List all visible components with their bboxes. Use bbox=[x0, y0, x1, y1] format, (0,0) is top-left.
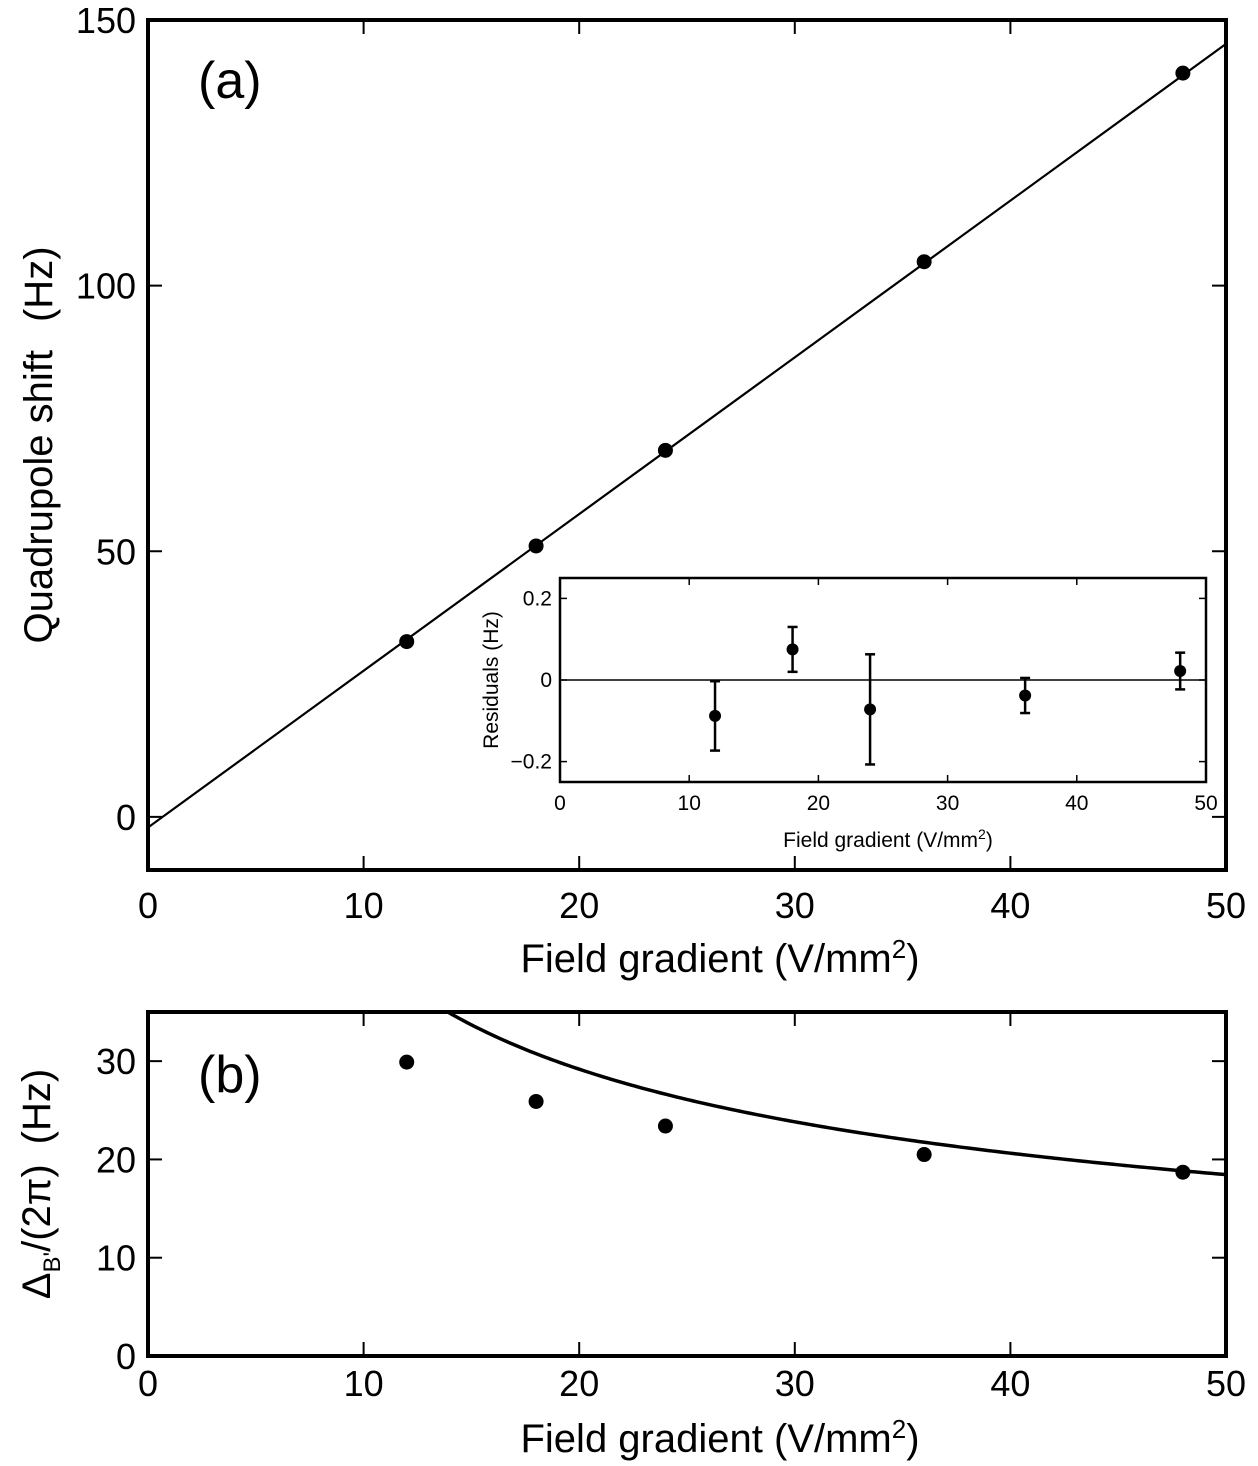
panel-a-label: (a) bbox=[198, 52, 262, 110]
panel-a-data-point bbox=[528, 538, 544, 554]
inset-xlabel: Field gradient (V/mm2) bbox=[783, 826, 993, 852]
panel-a-xtick-label: 40 bbox=[990, 885, 1030, 926]
panel-b-marks: 0 10 20 30 40 50 0 10 20 30 bbox=[96, 1010, 1246, 1404]
panel-a-data-point bbox=[399, 634, 415, 650]
inset-xtick-label: 40 bbox=[1065, 792, 1088, 815]
panel-b-xtick-label: 30 bbox=[775, 1363, 815, 1404]
panel-b-xtick-label: 10 bbox=[344, 1363, 384, 1404]
panel-b-ytick-label: 20 bbox=[96, 1139, 136, 1180]
inset-ytick-label: 0 bbox=[540, 669, 552, 692]
panel-a-frame bbox=[146, 18, 1228, 872]
inset-xtick-label: 50 bbox=[1194, 792, 1217, 815]
inset-xtick-label: 20 bbox=[807, 792, 830, 815]
inset-ylabel: Residuals (Hz) bbox=[480, 611, 503, 749]
panel-a-xtick-label: 50 bbox=[1206, 885, 1246, 926]
inset-ytick-label: 0.2 bbox=[523, 587, 552, 610]
panel-b-xtick-label: 40 bbox=[990, 1363, 1030, 1404]
panel-b: 0 10 20 30 40 50 0 10 20 30 (b) Field gradient (V… bbox=[15, 1010, 1246, 1461]
panel-b-ylabel: ΔB'/(2π)(Hz) bbox=[15, 1069, 66, 1299]
panel-b-xtick-label: 20 bbox=[559, 1363, 599, 1404]
panel-b-xtick-label: 50 bbox=[1206, 1363, 1246, 1404]
inset-data-point bbox=[1174, 665, 1187, 678]
panel-b-data-point bbox=[528, 1093, 544, 1109]
panel-b-data-point bbox=[1175, 1164, 1191, 1180]
inset-xtick-label: 10 bbox=[678, 792, 701, 815]
panel-a-ytick-label: 100 bbox=[76, 266, 136, 307]
panel-b-data-point bbox=[916, 1147, 932, 1163]
panel-b-ytick-label: 30 bbox=[96, 1041, 136, 1082]
panel-b-ytick-label: 0 bbox=[116, 1336, 136, 1377]
panel-a-xtick-label: 20 bbox=[559, 885, 599, 926]
panel-a-ytick-label: 0 bbox=[116, 797, 136, 838]
inset-data-point bbox=[786, 643, 799, 656]
panel-b-xtick-label: 0 bbox=[138, 1363, 158, 1404]
panel-a-data-point bbox=[916, 254, 932, 270]
panel-a-fit-line bbox=[147, 43, 1227, 829]
inset-ytick-label: −0.2 bbox=[511, 751, 552, 774]
inset-data-point bbox=[709, 709, 722, 722]
panel-a-xtick-label: 0 bbox=[138, 885, 158, 926]
panel-b-label: (b) bbox=[198, 1046, 262, 1104]
panel-a-xtick-label: 10 bbox=[344, 885, 384, 926]
panel-b-ytick-label: 10 bbox=[96, 1238, 136, 1279]
panel-b-data-point bbox=[657, 1118, 673, 1134]
panel-b-frame bbox=[146, 1010, 1228, 1358]
panel-a-data-point bbox=[1175, 65, 1191, 81]
inset-marks: 0 10 20 30 40 50−0.200.2 bbox=[511, 578, 1218, 815]
panel-a-data-point bbox=[657, 442, 673, 458]
panel-b-fit-curve bbox=[446, 1010, 1227, 1177]
panel-a-ytick-label: 50 bbox=[96, 531, 136, 572]
residuals-inset: 0 10 20 30 40 50−0.200.2 Residuals (Hz) Field… bbox=[480, 576, 1218, 852]
inset-data-point bbox=[1019, 689, 1032, 702]
inset-xtick-label: 30 bbox=[936, 792, 959, 815]
panel-a-xlabel: Field gradient (V/mm2) bbox=[520, 934, 919, 981]
panel-a-ylabel: Quadrupole shift(Hz) bbox=[17, 246, 61, 643]
inset-data-point bbox=[864, 703, 877, 716]
panel-a-ytick-label: 150 bbox=[76, 0, 136, 41]
inset-frame bbox=[558, 576, 1208, 784]
panel-a-xtick-label: 30 bbox=[775, 885, 815, 926]
inset-xtick-label: 0 bbox=[554, 792, 566, 815]
panel-b-data-point bbox=[399, 1054, 415, 1070]
panel-b-xlabel: Field gradient (V/mm2) bbox=[520, 1414, 919, 1461]
